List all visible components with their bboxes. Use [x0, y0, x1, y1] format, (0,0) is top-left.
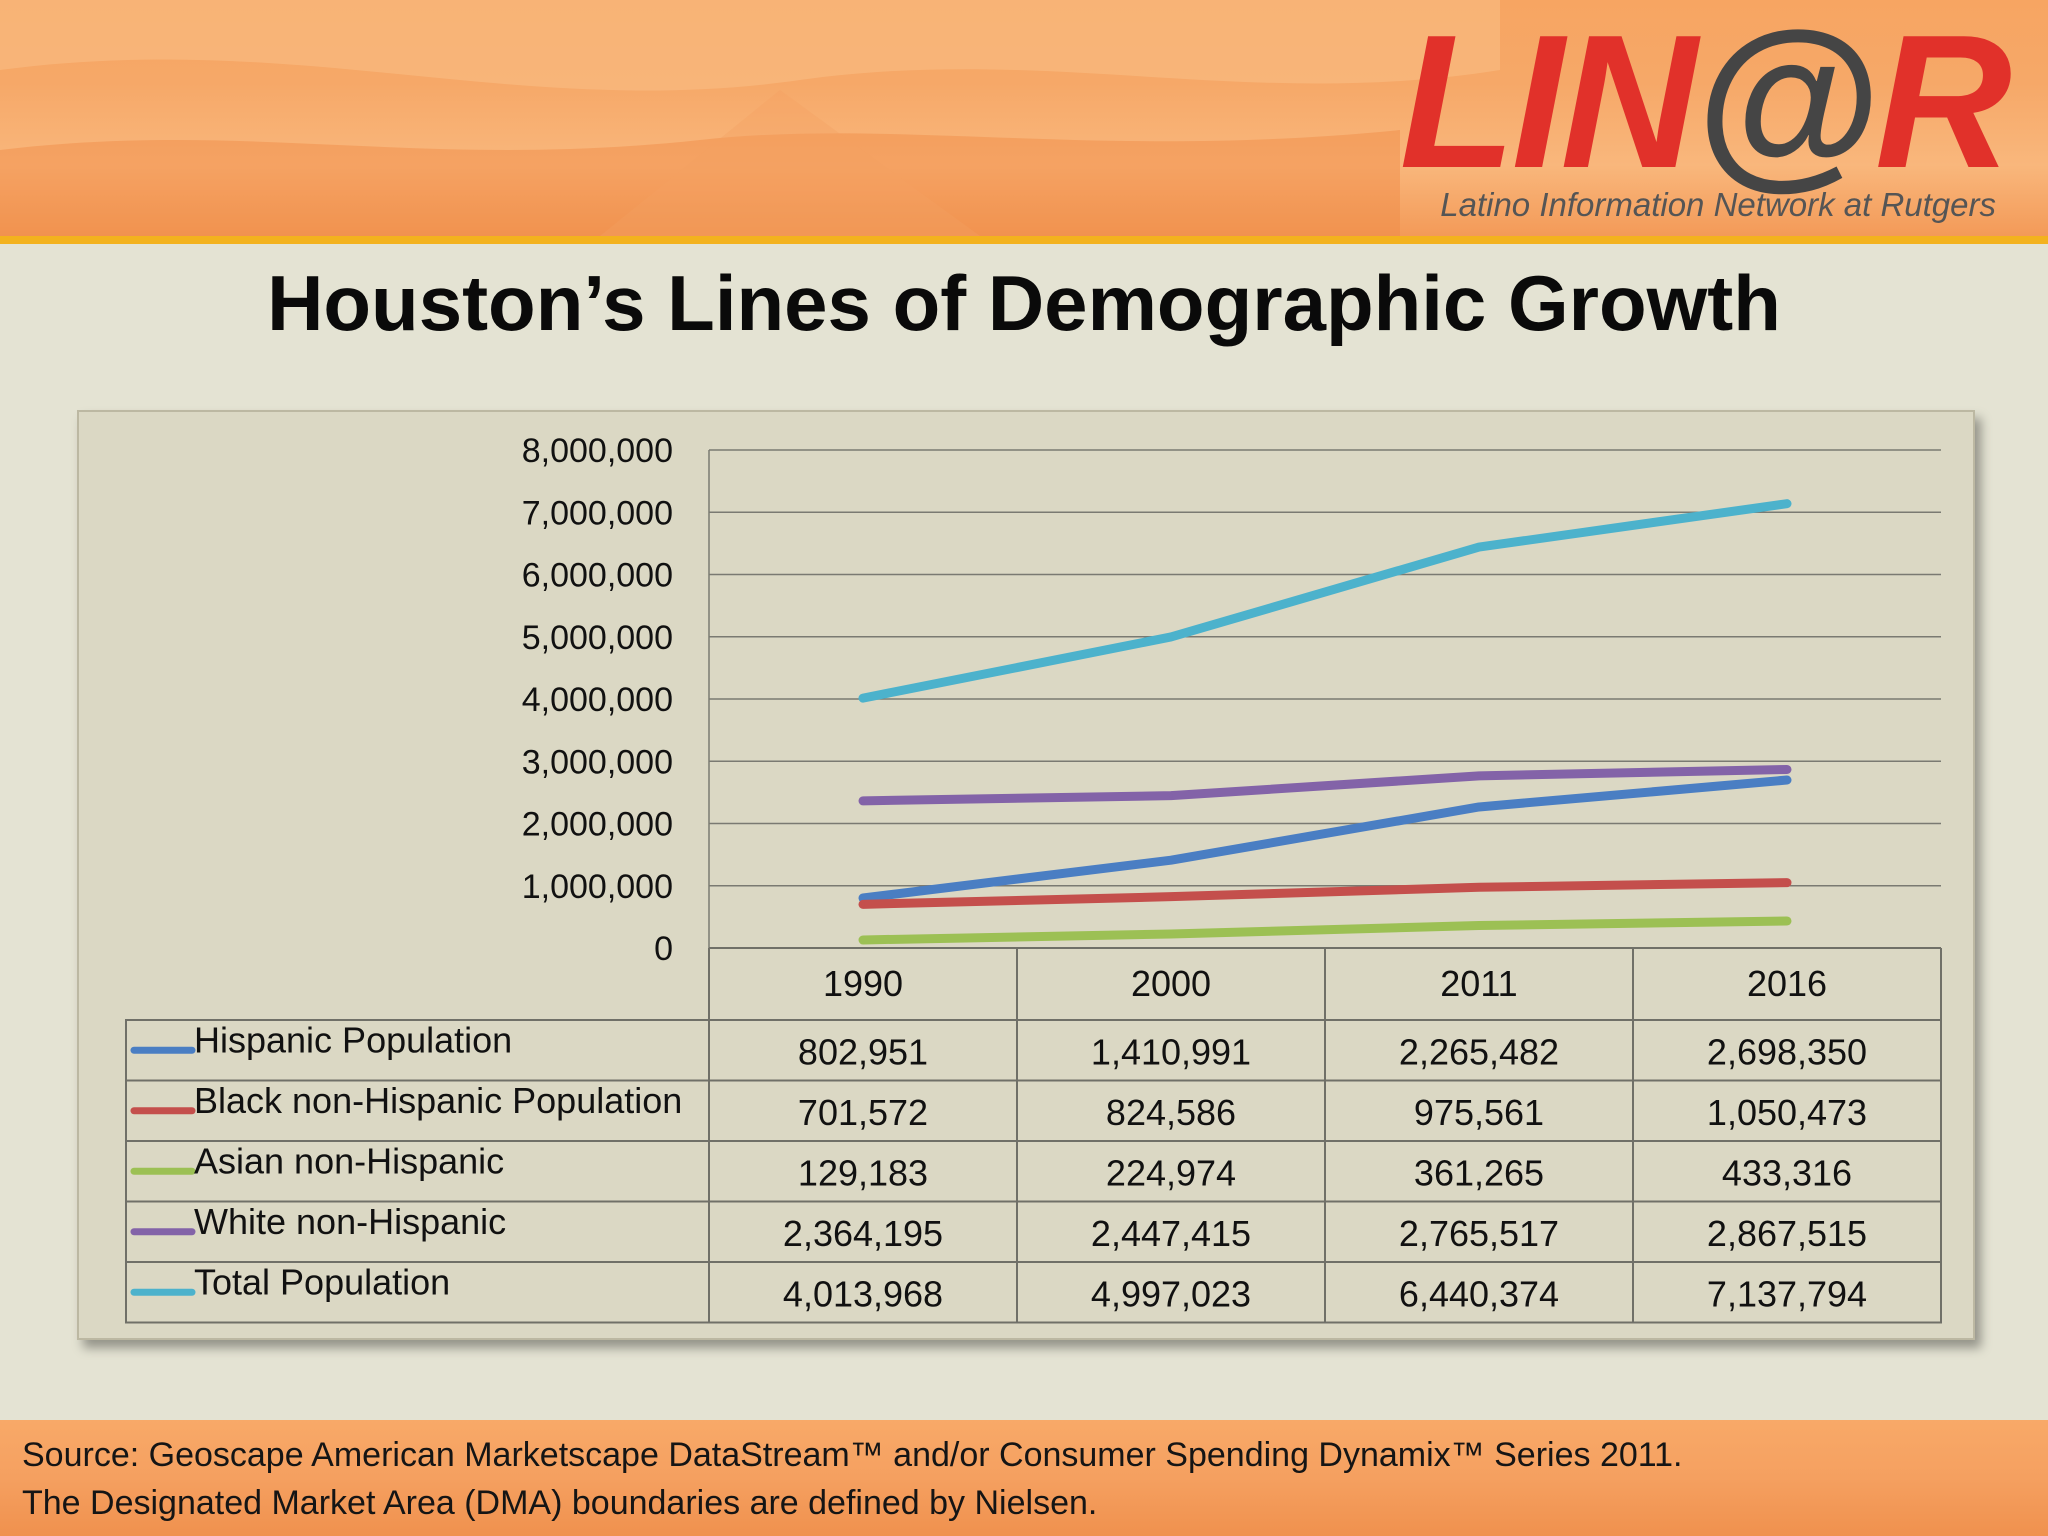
data-point — [1169, 931, 1173, 936]
table-cell: 1,410,991 — [1091, 1031, 1251, 1072]
data-point — [861, 696, 865, 701]
data-point — [1477, 804, 1481, 809]
y-tick-label: 5,000,000 — [522, 619, 673, 657]
table-cell: 701,572 — [798, 1092, 928, 1133]
data-point — [1169, 894, 1173, 899]
table-cell: 129,183 — [798, 1152, 928, 1193]
table-cell: 2,765,517 — [1399, 1213, 1559, 1254]
series-line — [858, 878, 1792, 909]
logo: LIN@R — [1399, 7, 2012, 197]
x-category-label: 2000 — [1131, 963, 1211, 1004]
data-point — [861, 798, 865, 803]
data-point — [1785, 501, 1789, 506]
series-line — [858, 775, 1792, 903]
y-tick-label: 1,000,000 — [522, 868, 673, 906]
table-cell: 4,997,023 — [1091, 1273, 1251, 1314]
data-point — [861, 896, 865, 901]
table-cell: 224,974 — [1106, 1152, 1236, 1193]
table-cell: 1,050,473 — [1707, 1092, 1867, 1133]
data-point — [1477, 885, 1481, 890]
data-point — [1785, 767, 1789, 772]
series-name: Total Population — [194, 1261, 450, 1302]
banner-decoration — [0, 0, 1500, 236]
x-category-label: 2011 — [1440, 963, 1517, 1004]
table-cell: 361,265 — [1414, 1152, 1544, 1193]
header-banner: LIN@R Latino Information Network at Rutg… — [0, 0, 2048, 236]
data-point — [1785, 778, 1789, 783]
y-tick-label: 3,000,000 — [522, 743, 673, 781]
data-point — [1477, 773, 1481, 778]
table-cell: 975,561 — [1414, 1092, 1544, 1133]
series-name: Asian non-Hispanic — [194, 1140, 504, 1181]
data-point — [1477, 923, 1481, 928]
footer-source-text: Source: Geoscape American Marketscape Da… — [22, 1436, 1683, 1474]
table-cell: 2,447,415 — [1091, 1213, 1251, 1254]
line-chart: 0 1,000,000 2,000,000 3,000,000 4,000,000 5,0… — [125, 432, 1942, 1324]
data-point — [1477, 545, 1481, 550]
table-cell: 2,265,482 — [1399, 1031, 1559, 1072]
footer-banner — [0, 1420, 2048, 1536]
table-cell: 7,137,794 — [1707, 1273, 1867, 1314]
table-cell: 2,698,350 — [1707, 1031, 1867, 1072]
series-line — [858, 916, 1792, 945]
data-point — [1169, 634, 1173, 639]
table-cell: 6,440,374 — [1399, 1273, 1559, 1314]
table-cell: 2,867,515 — [1707, 1213, 1867, 1254]
table-cell: 4,013,968 — [783, 1273, 943, 1314]
series-name: Hispanic Population — [194, 1019, 512, 1060]
data-point — [1169, 793, 1173, 798]
page-title: Houston’s Lines of Demographic Growth — [267, 259, 1781, 347]
data-point — [1785, 880, 1789, 885]
logo-tagline: Latino Information Network at Rutgers — [1440, 186, 1996, 223]
data-point — [861, 902, 865, 907]
y-tick-label: 4,000,000 — [522, 681, 673, 719]
table-cell: 433,316 — [1722, 1152, 1852, 1193]
logo-at-symbol: @ — [1693, 0, 1879, 208]
x-category-label: 1990 — [823, 963, 903, 1004]
series-name: White non-Hispanic — [194, 1201, 506, 1242]
data-point — [1785, 919, 1789, 924]
data-point — [861, 937, 865, 942]
table-cell: 824,586 — [1106, 1092, 1236, 1133]
series-line — [858, 764, 1792, 806]
y-tick-label: 2,000,000 — [522, 806, 673, 844]
series-line — [858, 499, 1792, 703]
y-tick-label: 7,000,000 — [522, 494, 673, 532]
y-tick-label: 8,000,000 — [522, 432, 673, 470]
table-cell: 802,951 — [798, 1031, 928, 1072]
y-tick-label: 0 — [654, 930, 673, 968]
y-tick-label: 6,000,000 — [522, 557, 673, 595]
chart-panel: 0 1,000,000 2,000,000 3,000,000 4,000,000 5,0… — [77, 410, 1975, 1340]
series-name: Black non-Hispanic Population — [194, 1080, 682, 1121]
data-point — [1169, 858, 1173, 863]
footer-note-text: The Designated Market Area (DMA) boundar… — [22, 1484, 1098, 1522]
banner-divider — [0, 236, 2048, 244]
x-category-label: 2016 — [1747, 963, 1827, 1004]
table-cell: 2,364,195 — [783, 1213, 943, 1254]
